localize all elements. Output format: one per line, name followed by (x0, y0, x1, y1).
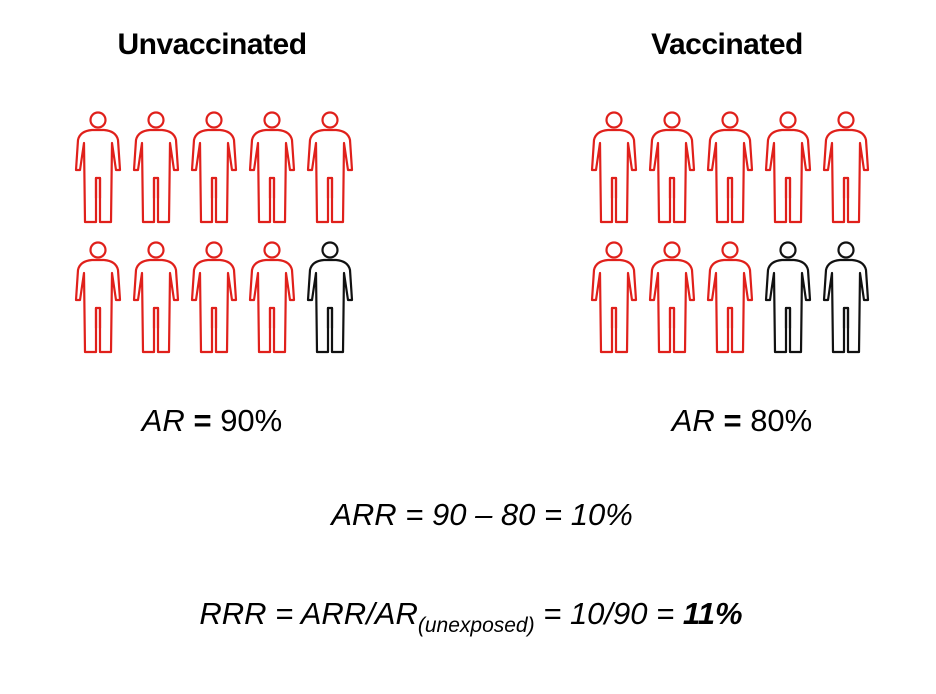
arr-formula: ARR = 90 – 80 = 10% (331, 497, 633, 532)
group-title-vaccinated: Vaccinated (651, 28, 803, 61)
person-outline-icon (648, 111, 696, 224)
person-outline-icon (74, 111, 122, 224)
person-outline-icon (190, 241, 238, 354)
person-outline-icon (306, 241, 354, 354)
rrr-formula: RRR = ARR/AR(unexposed) = 10/90 = 11% (199, 596, 742, 638)
group-title-unvaccinated: Unvaccinated (117, 28, 307, 61)
person-outline-icon (764, 111, 812, 224)
person-outline-icon (706, 111, 754, 224)
ar-value: 90% (220, 403, 283, 438)
ar-equals: = (193, 403, 212, 438)
person-outline-icon (822, 241, 870, 354)
person-outline-icon (74, 241, 122, 354)
figure-grid-vaccinated (590, 110, 870, 358)
person-outline-icon (190, 111, 238, 224)
ar-equals: = (723, 403, 742, 438)
person-outline-icon (590, 241, 638, 354)
rrr-result: 11% (682, 596, 743, 631)
figure-grid-unvaccinated (74, 110, 354, 358)
attack-rate-unvaccinated: AR = 90% (142, 403, 282, 439)
person-outline-icon (248, 241, 296, 354)
ar-symbol: AR (671, 403, 715, 438)
person-outline-icon (648, 241, 696, 354)
person-outline-icon (248, 111, 296, 224)
ar-symbol: AR (141, 403, 185, 438)
rrr-middle: = 10/90 = (534, 596, 683, 631)
attack-rate-vaccinated: AR = 80% (672, 403, 812, 439)
person-outline-icon (590, 111, 638, 224)
person-outline-icon (822, 111, 870, 224)
person-outline-icon (132, 111, 180, 224)
person-outline-icon (764, 241, 812, 354)
rrr-subscript: (unexposed) (417, 614, 535, 637)
rrr-lhs: RRR = ARR/AR (199, 596, 418, 631)
person-outline-icon (706, 241, 754, 354)
ar-value: 80% (750, 403, 813, 438)
person-outline-icon (132, 241, 180, 354)
person-outline-icon (306, 111, 354, 224)
